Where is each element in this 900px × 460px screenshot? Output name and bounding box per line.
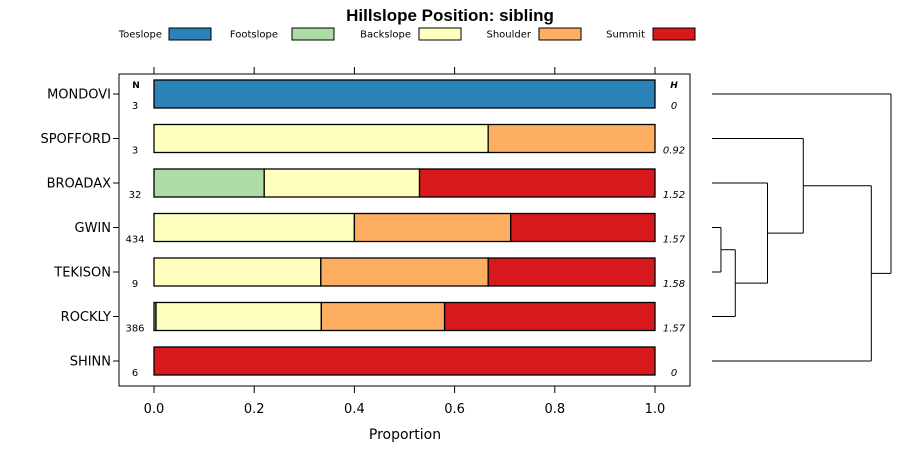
legend-swatch-summit	[652, 27, 696, 41]
bar-row-tekison: 9 1.58	[132, 257, 685, 290]
x-tick-label: 0.2	[244, 402, 265, 417]
legend-swatch-footslope	[291, 27, 335, 41]
legend-label-summit: Summit	[606, 30, 645, 41]
site-label: ROCKLY	[61, 310, 111, 325]
x-axis-label: Proportion	[369, 427, 441, 443]
h-value: 1.52	[663, 190, 685, 201]
bar-segment-backslope	[153, 212, 356, 243]
h-value: 1.57	[663, 324, 686, 335]
legend-label-toeslope: Toeslope	[118, 30, 162, 41]
bar-segment-summit	[487, 257, 656, 287]
site-label: GWIN	[75, 221, 112, 236]
h-value: 0	[671, 368, 677, 379]
n-value: 6	[132, 368, 138, 379]
legend-label-footslope: Footslope	[230, 30, 278, 41]
n-value: 3	[132, 101, 138, 112]
chart-title: Hillslope Position: sibling	[346, 6, 554, 25]
y-axis: MONDOVI SPOFFORD BROADAX GWIN TEKISON ROCKLY S…	[40, 88, 119, 370]
bar-segment-summit	[153, 346, 656, 376]
bar-segment-summit	[443, 301, 656, 332]
bar-row-broadax: 32 1.52	[129, 168, 685, 201]
n-value: 9	[132, 279, 138, 290]
bar-row-rockly: 386 1.57	[125, 301, 686, 335]
site-label: SPOFFORD	[40, 132, 111, 147]
legend-label-backslope: Backslope	[360, 30, 411, 41]
bar-segment-footslope	[153, 168, 265, 198]
site-label: BROADAX	[47, 177, 112, 192]
legend-swatch-toeslope	[168, 27, 212, 41]
bar-row-spofford: 3 0.92	[132, 123, 685, 157]
n-value: 434	[125, 235, 144, 246]
x-tick-label: 0.0	[144, 402, 165, 417]
bar-segment-summit	[510, 212, 656, 243]
bar-segment-summit	[418, 168, 656, 198]
dendrogram	[712, 93, 892, 362]
h-column-header: H	[670, 81, 678, 91]
x-tick-label: 1.0	[645, 402, 666, 417]
x-tick-label: 0.6	[444, 402, 465, 417]
x-tick-label: 0.4	[344, 402, 365, 417]
n-value: 32	[129, 190, 142, 201]
legend-swatch-backslope	[418, 27, 462, 41]
bar-segment-backslope	[263, 168, 421, 198]
n-column-header: N	[132, 81, 140, 91]
site-label: SHINN	[70, 355, 111, 370]
x-tick-label: 0.8	[544, 402, 565, 417]
h-value: 1.58	[663, 279, 685, 290]
bar-segment-backslope	[153, 123, 489, 154]
n-value: 386	[125, 324, 144, 335]
bar-segment-backslope	[153, 257, 322, 287]
plot-frame	[118, 73, 691, 387]
bar-segment-toeslope	[153, 79, 656, 109]
legend-label-shoulder: Shoulder	[486, 30, 531, 41]
legend: Toeslope Footslope Backslope Shoulder Summit	[118, 27, 696, 41]
legend-swatch-shoulder	[538, 27, 582, 41]
bar-segment-backslope	[155, 301, 322, 332]
bar-segment-shoulder	[320, 257, 489, 287]
x-axis: 0.0 0.2 0.4 0.6 0.8 1.0	[144, 386, 666, 417]
n-value: 3	[132, 146, 138, 157]
h-value: 0	[671, 101, 677, 112]
site-label: TEKISON	[53, 266, 111, 281]
bar-row-gwin: 434 1.57	[125, 212, 686, 246]
bar-segment-shoulder	[353, 212, 512, 243]
site-label: MONDOVI	[47, 88, 111, 103]
bar-segment-shoulder	[320, 301, 446, 332]
h-value: 1.57	[663, 235, 686, 246]
h-value: 0.92	[663, 146, 685, 157]
bar-segment-shoulder	[487, 123, 656, 154]
